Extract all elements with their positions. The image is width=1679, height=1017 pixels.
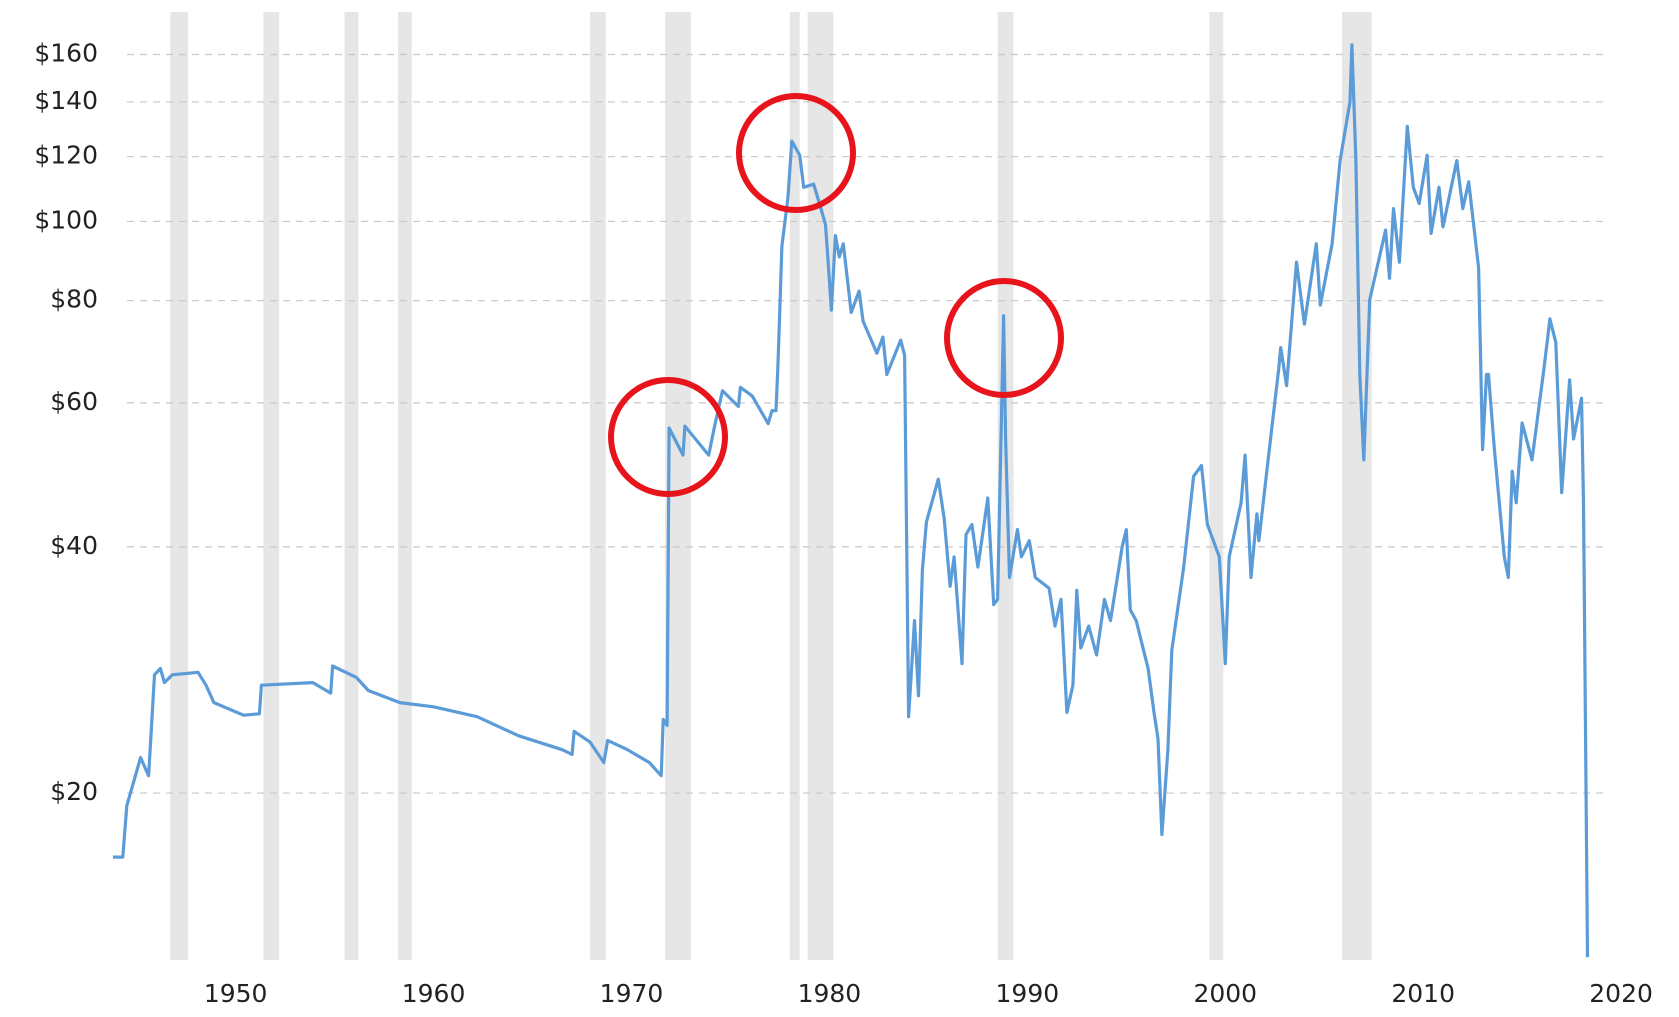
recession-band: [170, 12, 189, 960]
highlight-circle: [608, 377, 728, 497]
x-tick-label: 1960: [402, 979, 466, 1008]
x-tick-label: 2020: [1589, 979, 1653, 1008]
y-tick-label: $160: [34, 39, 98, 68]
x-tick-label: 1980: [798, 979, 862, 1008]
labels: $20 $40 $60 $80 $100 $120 $140 $160 1950 1960 1970…: [34, 39, 1653, 1008]
price-line: [112, 43, 1590, 958]
lines: [112, 43, 1590, 958]
highlight-circle: [944, 278, 1064, 398]
recession-band: [1209, 12, 1224, 960]
annotations: [608, 93, 1064, 497]
recession-band: [807, 12, 834, 960]
y-tick-label: $60: [50, 387, 98, 416]
recession-band: [789, 12, 800, 960]
x-tick-label: 2010: [1391, 979, 1455, 1008]
recession-band: [589, 12, 606, 960]
y-tick-label: $140: [34, 86, 98, 115]
y-tick-label: $100: [34, 205, 98, 234]
x-tick-label: 1950: [204, 979, 268, 1008]
x-tick-label: 2000: [1193, 979, 1257, 1008]
y-tick-label: $20: [50, 777, 98, 806]
y-tick-label: $120: [34, 141, 98, 170]
highlight-circle: [736, 93, 856, 213]
bands: [170, 12, 1372, 960]
recession-band: [263, 12, 280, 960]
y-tick-label: $80: [50, 285, 98, 314]
x-tick-label: 1990: [996, 979, 1060, 1008]
x-tick-label: 1970: [600, 979, 664, 1008]
recession-band: [344, 12, 359, 960]
y-tick-label: $40: [50, 531, 98, 560]
recession-band: [397, 12, 412, 960]
